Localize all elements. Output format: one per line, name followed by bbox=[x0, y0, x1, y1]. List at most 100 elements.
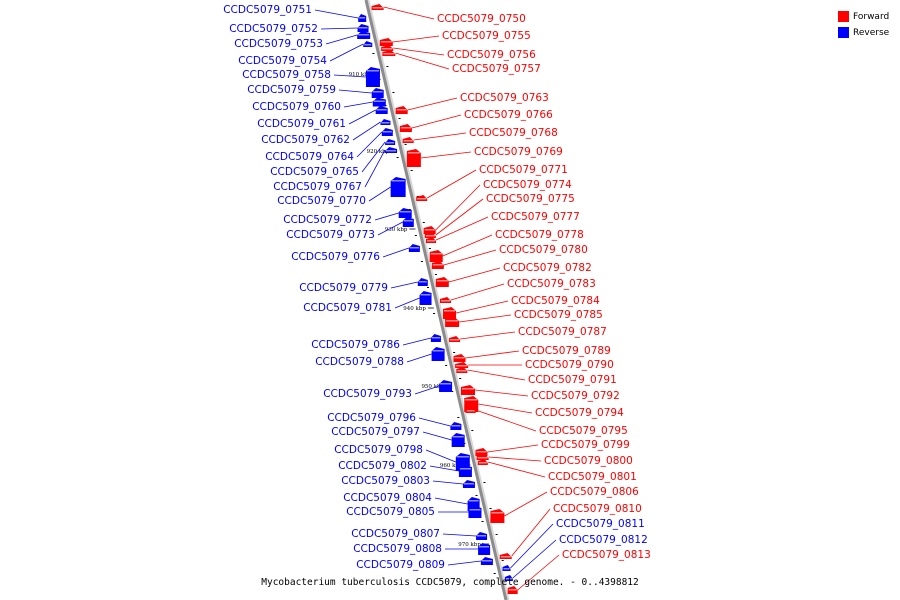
gene-label: CCDC5079_0812 bbox=[559, 534, 648, 546]
minor-feature bbox=[372, 53, 375, 54]
reverse-gene-block bbox=[458, 465, 472, 477]
leader-line bbox=[504, 491, 548, 517]
gene-label: CCDC5079_0786 bbox=[311, 339, 400, 351]
leader-line bbox=[352, 121, 381, 141]
gene-label: CCDC5079_0785 bbox=[514, 309, 603, 321]
leader-line bbox=[414, 385, 440, 395]
forward-gene-block bbox=[440, 297, 451, 303]
gene-label: CCDC5079_0766 bbox=[464, 109, 553, 121]
scale-mark-label: 960 kbp bbox=[440, 463, 463, 469]
reverse-gene-block bbox=[371, 88, 384, 98]
forward-gene-block bbox=[456, 367, 468, 373]
forward-gene-block bbox=[461, 385, 475, 395]
gene-label: CCDC5079_0801 bbox=[548, 471, 637, 483]
gene-label: CCDC5079_0754 bbox=[238, 55, 327, 67]
scale-mark-label: 950 kbp bbox=[421, 384, 444, 390]
leader-line bbox=[432, 480, 463, 485]
minor-feature bbox=[493, 573, 496, 574]
forward-gene-block bbox=[382, 50, 396, 56]
gene-label: CCDC5079_0777 bbox=[491, 211, 580, 223]
reverse-gene-block bbox=[402, 217, 414, 227]
reverse-gene-block bbox=[502, 565, 511, 571]
gene-label: CCDC5079_0792 bbox=[531, 390, 620, 402]
gene-label: CCDC5079_0794 bbox=[535, 407, 624, 419]
forward-gene-block bbox=[453, 354, 466, 362]
forward-gene-block bbox=[465, 407, 476, 413]
leader-line bbox=[382, 247, 409, 258]
reverse-gene-block bbox=[408, 244, 420, 252]
reverse-gene-block bbox=[358, 14, 367, 22]
forward-gene-block bbox=[395, 106, 408, 114]
legend-item-reverse: Reverse bbox=[838, 25, 889, 40]
reverse-gene-block bbox=[504, 575, 513, 581]
gene-label: CCDC5079_0802 bbox=[338, 460, 427, 472]
gene-label: CCDC5079_0759 bbox=[247, 84, 336, 96]
reverse-gene-block bbox=[439, 380, 453, 392]
gene-label: CCDC5079_0770 bbox=[277, 195, 366, 207]
reverse-gene-block bbox=[430, 334, 441, 342]
gene-label: CCDC5079_0803 bbox=[341, 475, 430, 487]
leader-line bbox=[517, 554, 560, 591]
forward-gene-block bbox=[449, 336, 461, 342]
gene-label: CCDC5079_0782 bbox=[503, 262, 592, 274]
reverse-gene-block bbox=[363, 41, 373, 47]
minor-feature bbox=[392, 92, 395, 93]
leader-line bbox=[460, 331, 516, 340]
minor-feature bbox=[422, 222, 425, 223]
reverse-gene-block bbox=[451, 433, 465, 447]
leader-line bbox=[510, 523, 554, 569]
reverse-gene-block bbox=[462, 480, 475, 488]
gene-label: CCDC5079_0756 bbox=[447, 49, 536, 61]
gene-label: CCDC5079_0751 bbox=[223, 4, 312, 16]
minor-feature bbox=[481, 521, 484, 522]
reverse-gene-block bbox=[385, 139, 396, 145]
forward-gene-block bbox=[379, 38, 393, 46]
reverse-gene-block bbox=[385, 147, 397, 153]
reverse-gene-block bbox=[398, 208, 412, 218]
minor-feature bbox=[396, 157, 399, 158]
gene-label: CCDC5079_0793 bbox=[323, 388, 412, 400]
scale-mark-label: 930 kbp bbox=[385, 227, 408, 233]
gene-label: CCDC5079_0762 bbox=[261, 134, 350, 146]
leader-line bbox=[402, 337, 431, 346]
gene-label: CCDC5079_0753 bbox=[234, 38, 323, 50]
leader-line bbox=[374, 212, 399, 221]
forward-gene-block bbox=[426, 237, 436, 243]
scale-mark-label: 970 kbp bbox=[458, 542, 481, 548]
genome-backbone bbox=[364, 0, 508, 600]
gene-label: CCDC5079_0765 bbox=[270, 166, 359, 178]
forward-gene-block bbox=[435, 277, 449, 287]
reverse-gene-block bbox=[357, 24, 369, 32]
reverse-swatch bbox=[838, 27, 849, 38]
forward-gene-block bbox=[381, 45, 394, 51]
leader-line bbox=[450, 283, 505, 301]
leader-line bbox=[487, 444, 539, 453]
leader-line bbox=[348, 109, 376, 125]
minor-feature bbox=[459, 378, 462, 379]
gene-label: CCDC5079_0779 bbox=[299, 282, 388, 294]
gene-label: CCDC5079_0758 bbox=[242, 69, 331, 81]
legend-label-reverse: Reverse bbox=[853, 27, 890, 38]
leader-line bbox=[325, 34, 358, 45]
forward-gene-block bbox=[424, 232, 436, 238]
gene-label: CCDC5079_0771 bbox=[479, 164, 568, 176]
gene-label: CCDC5079_0778 bbox=[495, 229, 584, 241]
minor-feature bbox=[386, 66, 389, 67]
minor-feature bbox=[495, 534, 498, 535]
gene-label: CCDC5079_0800 bbox=[544, 455, 633, 467]
minor-feature bbox=[451, 391, 454, 392]
legend-label-forward: Forward bbox=[853, 11, 890, 22]
genome-caption: Mycobacterium tuberculosis CCDC5079, com… bbox=[261, 577, 639, 588]
leader-line bbox=[467, 369, 526, 381]
leader-line bbox=[511, 508, 551, 557]
gene-label: CCDC5079_0768 bbox=[469, 127, 558, 139]
gene-label: CCDC5079_0764 bbox=[265, 151, 354, 163]
forward-gene-block bbox=[371, 4, 384, 10]
gene-label: CCDC5079_0807 bbox=[351, 528, 440, 540]
leader-line bbox=[333, 74, 366, 78]
gene-label: CCDC5079_0787 bbox=[518, 326, 607, 338]
minor-feature bbox=[404, 144, 407, 145]
reverse-gene-block bbox=[419, 291, 432, 305]
leader-line bbox=[314, 9, 359, 19]
